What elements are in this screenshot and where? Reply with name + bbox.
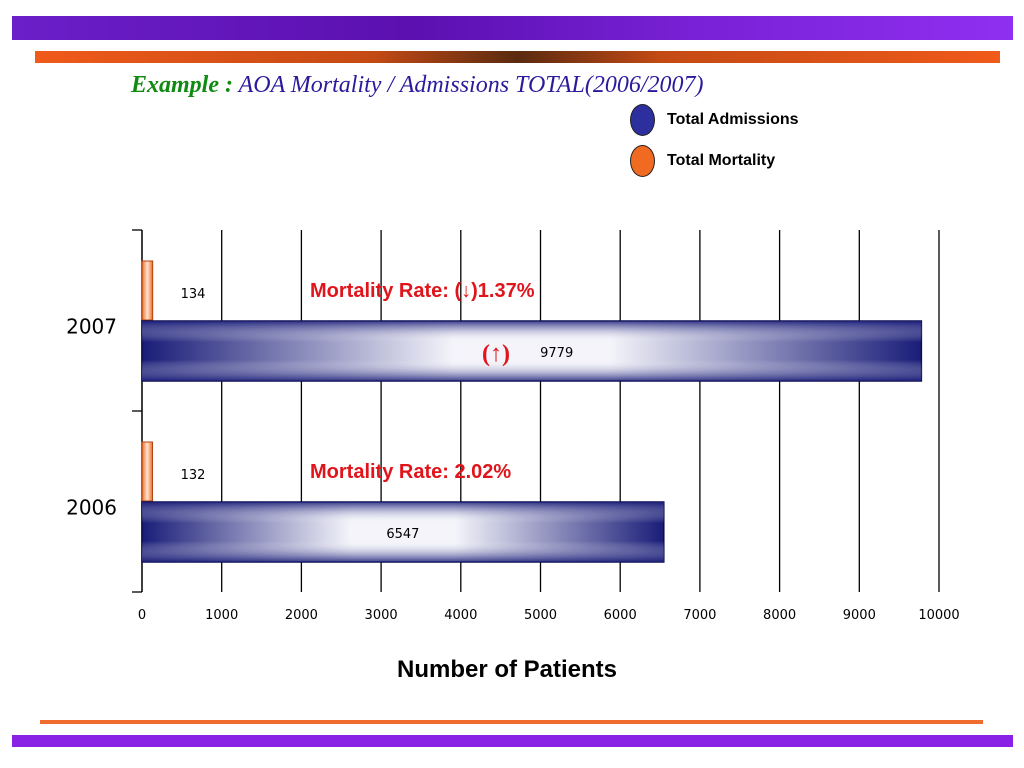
mortality-rate-annotation-2006: Mortality Rate: 2.02%	[310, 461, 511, 483]
legend-item-admissions: Total Admissions	[630, 104, 799, 136]
bar-mortality-2006	[141, 441, 154, 502]
legend-label-admissions: Total Admissions	[667, 111, 799, 128]
x-axis-title: Number of Patients	[396, 656, 618, 683]
title-lead: Example :	[131, 72, 233, 98]
bottom-orange-line	[40, 720, 983, 724]
mortality-rate-annotation-2007: Mortality Rate: (↓)1.37%	[310, 280, 535, 302]
legend-item-mortality: Total Mortality	[630, 145, 775, 177]
value-label-admissions-2006: 6547	[386, 527, 419, 542]
admissions-change-annotation-2007: (↑)	[482, 341, 510, 367]
top-purple-band	[12, 16, 1013, 40]
x-tick-label: 9000	[843, 608, 876, 623]
value-label-admissions-2007: 9779	[540, 346, 573, 361]
top-orange-line	[35, 51, 1000, 63]
legend-swatch-mortality	[630, 145, 655, 177]
value-label-mortality-2007: 134	[181, 287, 206, 302]
x-tick-label: 3000	[365, 608, 398, 623]
x-tick-label: 5000	[524, 608, 557, 623]
value-label-mortality-2006: 132	[181, 468, 206, 483]
x-tick-label: 7000	[683, 608, 716, 623]
bottom-purple-band	[12, 735, 1013, 747]
legend-swatch-admissions	[630, 104, 655, 136]
bar-mortality-2007	[141, 260, 154, 321]
legend-label-mortality: Total Mortality	[667, 152, 776, 169]
x-tick-label: 6000	[604, 608, 637, 623]
x-tick-label: 8000	[763, 608, 796, 623]
x-tick-label: 2000	[285, 608, 318, 623]
bar-admissions-shade-2007	[142, 321, 922, 381]
bar-chart: 0 1000 2000 3000 4000 5000 6000 7000 8000 9000 100…	[66, 229, 960, 623]
x-tick-label: 0	[138, 608, 146, 623]
bar-admissions-shade-2006	[142, 502, 664, 562]
x-tick-label: 1000	[205, 608, 238, 623]
category-label-2006: 2006	[66, 496, 117, 520]
category-label-2007: 2007	[66, 315, 117, 339]
x-tick-label: 4000	[444, 608, 477, 623]
title-rest: AOA Mortality / Admissions TOTAL(2006/20…	[238, 72, 704, 98]
x-tick-label: 10000	[918, 608, 959, 623]
slide-title: Example : AOA Mortality / Admissions TOT…	[131, 72, 704, 99]
